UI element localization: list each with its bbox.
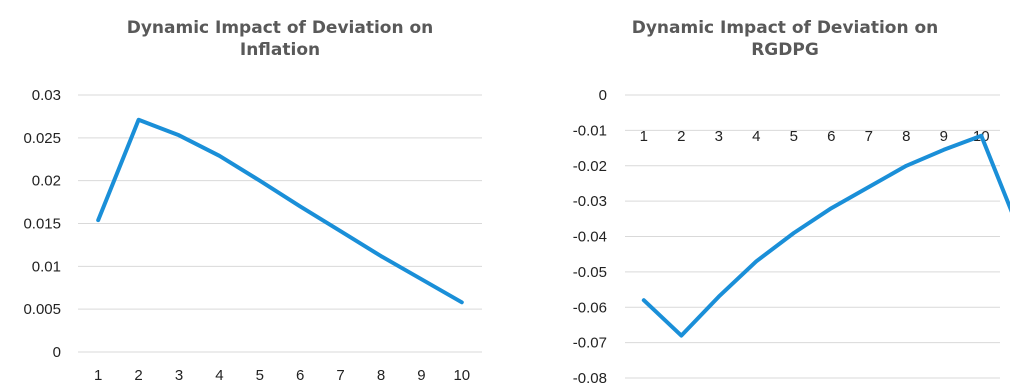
y-tick-label: -0.06 [573,299,607,316]
x-tick-label: 4 [215,367,223,384]
series-line [96,117,464,305]
x-tick-label: 5 [790,128,798,145]
x-tick-label: 6 [827,128,835,145]
y-tick-label: 0.03 [32,87,61,104]
x-tick-label: 6 [296,367,304,384]
x-tick-label: 8 [902,128,910,145]
y-tick-label: 0.01 [32,258,61,275]
chart-title-inflation: Dynamic Impact of Deviation on Inflation [20,17,540,61]
chart-title-line-2: RGDPG [751,40,819,60]
x-tick-label: 2 [134,367,142,384]
x-tick-label: 3 [175,367,183,384]
y-tick-label: 0 [53,344,61,361]
y-tick-label: -0.05 [573,264,607,281]
x-tick-label: 5 [256,367,264,384]
x-tick-label: 1 [94,367,102,384]
y-tick-label: 0.005 [23,301,61,318]
x-tick-label: 3 [715,128,723,145]
x-tick-label: 4 [752,128,760,145]
x-tick-label: 8 [377,367,385,384]
y-tick-label: -0.02 [573,158,607,175]
y-tick-label: 0.025 [23,130,61,147]
y-tick-label: 0.02 [32,173,61,190]
y-tick-label: 0.015 [23,216,61,233]
x-tick-label: 9 [940,128,948,145]
chart-title-line-2: Inflation [239,40,321,60]
x-tick-label: 7 [336,367,344,384]
chart-title-line-1: Dynamic Impact of Deviation on [126,18,434,38]
y-tick-label: -0.01 [573,122,607,139]
chart-title-rgdpg: Dynamic Impact of Deviation on RGDPG [535,17,1010,61]
y-tick-label: -0.04 [573,229,607,246]
x-tick-label: 2 [677,128,685,145]
chart-title-line-1: Dynamic Impact of Deviation on [631,18,939,38]
y-tick-label: 0 [599,87,607,104]
x-tick-label: 9 [417,367,425,384]
x-tick-label: 7 [865,128,873,145]
y-tick-label: -0.07 [573,335,607,352]
y-tick-label: -0.08 [573,370,607,386]
x-tick-label: 10 [453,367,470,384]
y-tick-label: -0.03 [573,193,607,210]
x-tick-label: 1 [640,128,648,145]
